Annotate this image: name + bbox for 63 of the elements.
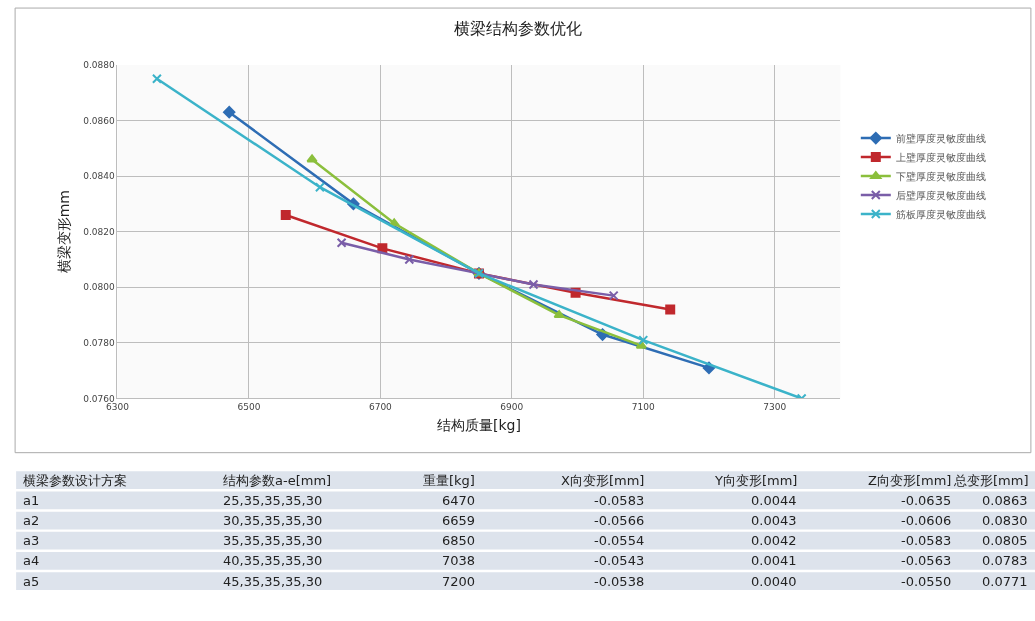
x-tick-label: 6700: [368, 402, 393, 413]
text: 6850: [442, 533, 476, 548]
text: 25,35,35,35,30: [223, 493, 323, 508]
text: 0.0805: [982, 533, 1028, 548]
text: a3: [23, 533, 40, 548]
text: 0.0044: [751, 493, 797, 508]
legend-label: 筋板厚度灵敏度曲线: [895, 208, 986, 220]
text: Y向变形[mm]: [714, 473, 798, 488]
text: 0.0830: [982, 513, 1028, 528]
text: 0.0043: [751, 513, 797, 528]
text: 35,35,35,35,30: [223, 533, 323, 548]
text: a1: [23, 493, 40, 508]
text: 0.0042: [751, 533, 797, 548]
text: -0.0538: [594, 574, 645, 589]
text: -0.0583: [901, 533, 952, 548]
legend-label: 下壁厚度灵敏度曲线: [895, 170, 986, 182]
text: 0.0040: [751, 574, 797, 589]
chart-title: 横梁结构参数优化: [453, 18, 582, 38]
text: 0.0863: [982, 493, 1028, 508]
legend-label: 后壁厚度灵敏度曲线: [895, 189, 986, 201]
text: 0.0041: [751, 553, 797, 568]
text: -0.0550: [901, 574, 952, 589]
text: 横梁参数设计方案: [23, 473, 127, 488]
x-tick-label: 7100: [631, 402, 655, 413]
legend-label: 上壁厚度灵敏度曲线: [895, 151, 986, 163]
y-tick-label: 0.0860: [83, 115, 115, 126]
text: 45,35,35,35,30: [223, 574, 323, 589]
text: 7200: [442, 574, 476, 589]
x-tick-label: 6300: [106, 402, 130, 413]
text: -0.0563: [901, 553, 952, 568]
legend-label: 前壁厚度灵敏度曲线: [895, 132, 986, 144]
text: -0.0635: [901, 493, 952, 508]
y-tick-label: 0.0760: [83, 393, 115, 404]
y-tick-label: 0.0820: [83, 226, 115, 237]
text: 0.0783: [982, 553, 1028, 568]
y-tick-label: 0.0880: [83, 60, 115, 71]
x-tick-label: 6500: [237, 402, 261, 413]
y-axis-title: 横梁变形mm: [55, 190, 72, 274]
text: a2: [23, 513, 40, 528]
text: 30,35,35,35,30: [223, 513, 323, 528]
x-tick-label: 6900: [500, 402, 524, 413]
y-tick-label: 0.0780: [83, 338, 115, 349]
x-axis-title: 结构质量[kg]: [437, 416, 521, 433]
text: 总变形[mm]: [953, 473, 1029, 488]
text: 结构参数a-e[mm]: [223, 473, 332, 488]
y-tick-label: 0.0800: [83, 282, 115, 293]
text: -0.0583: [594, 493, 645, 508]
text: 7038: [442, 553, 476, 568]
text: -0.0554: [594, 533, 645, 548]
text: 0.0771: [982, 574, 1028, 589]
text: 重量[kg]: [423, 473, 475, 488]
text: a4: [23, 553, 40, 568]
text: 6470: [442, 493, 476, 508]
text: -0.0543: [594, 553, 645, 568]
text: 6659: [442, 513, 476, 528]
x-tick-label: 7300: [763, 402, 787, 413]
text: a5: [23, 574, 40, 589]
text: 40,35,35,35,30: [223, 553, 323, 568]
y-tick-label: 0.0840: [83, 171, 115, 182]
text: Z向变形[mm]: [868, 473, 952, 488]
text: -0.0606: [901, 513, 952, 528]
text: -0.0566: [594, 513, 645, 528]
text: X向变形[mm]: [561, 473, 645, 488]
